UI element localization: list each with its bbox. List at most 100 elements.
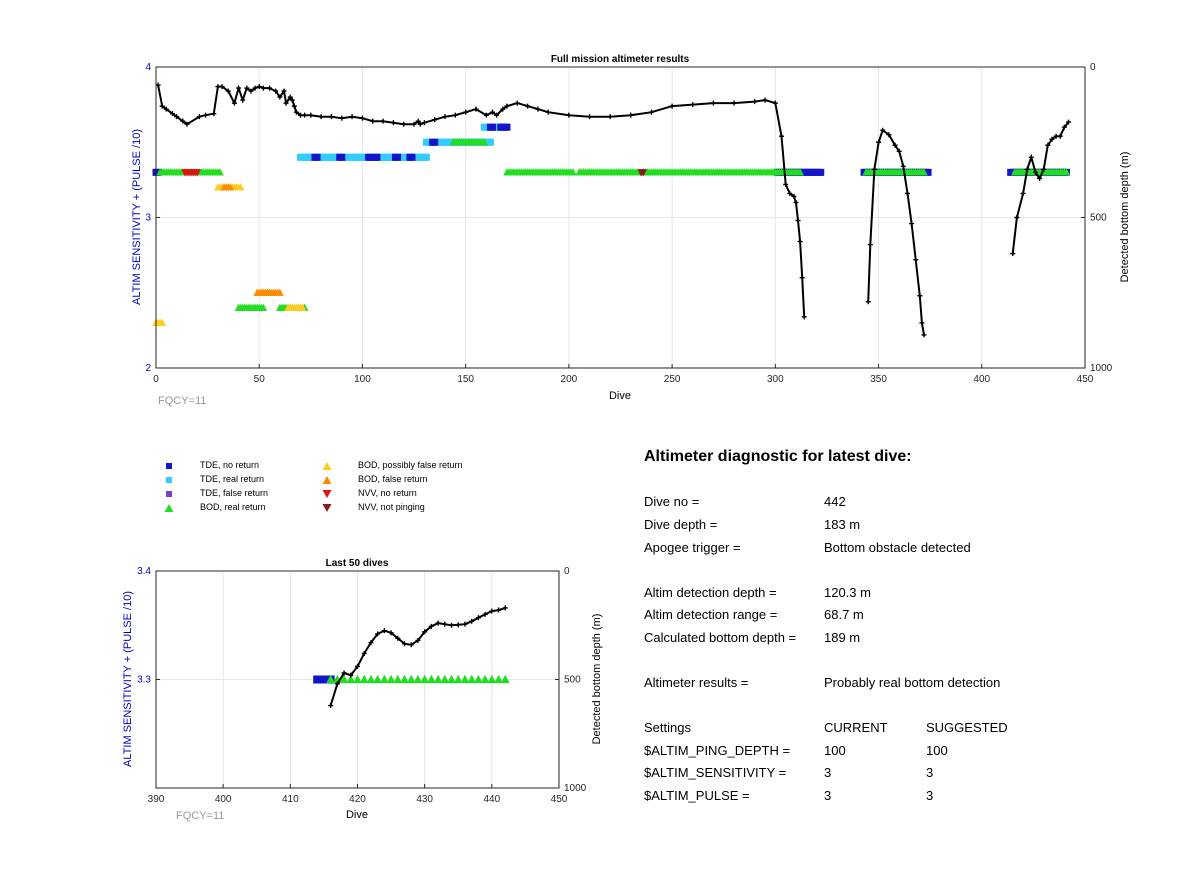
depth-point — [339, 115, 345, 121]
depth-point — [455, 622, 461, 628]
depth-point — [490, 109, 496, 115]
x-tick-label: 450 — [551, 794, 568, 805]
depth-point — [787, 190, 793, 196]
depth-point — [463, 109, 469, 115]
depth-point — [252, 85, 258, 91]
depth-point — [442, 621, 448, 627]
depth-point — [793, 199, 799, 205]
depth-point — [1065, 119, 1071, 125]
diag-value: 442 — [824, 494, 846, 509]
depth-point — [913, 257, 919, 263]
depth-point — [801, 314, 807, 320]
y-tick-label: 3.3 — [137, 675, 151, 686]
depth-point — [318, 114, 324, 120]
marker-triangle-up — [453, 674, 463, 684]
depth-point — [525, 103, 531, 109]
depth-point — [174, 114, 180, 120]
marker-triangle-up — [426, 674, 436, 684]
marker-triangle-up — [433, 674, 443, 684]
marker-triangle-up — [386, 674, 396, 684]
marker-triangle-up — [226, 183, 235, 191]
marker-triangle-up — [467, 674, 477, 684]
marker-triangle-up — [353, 674, 362, 684]
marker-triangle-up — [379, 674, 389, 684]
depth-point — [231, 100, 237, 106]
depth-point — [415, 118, 421, 124]
depth-point — [607, 114, 613, 120]
legend-label: TDE, real return — [200, 474, 265, 484]
legend-marker-bod-real-return — [164, 503, 174, 513]
depth-point — [886, 132, 892, 138]
depth-point — [1049, 136, 1055, 142]
depth-point — [415, 637, 421, 643]
marker-triangle-up — [346, 674, 356, 684]
legend-marker-bod-false-return — [322, 475, 332, 485]
legend-label: BOD, real return — [200, 502, 266, 512]
diag-value: 183 m — [824, 517, 861, 532]
y-tick-label: 4 — [145, 62, 151, 73]
marker-triangle-up — [480, 674, 490, 684]
depth-point — [909, 221, 915, 227]
x-tick-label: 410 — [282, 794, 299, 805]
marker-triangle-up — [359, 674, 369, 684]
marker-square — [394, 153, 402, 161]
chart-1-ylabel: ALTIM SENSITIVITY + (PULSE /10) — [131, 129, 143, 305]
depth-point — [422, 629, 428, 635]
legend-triangle-up — [322, 476, 332, 484]
y2-tick-label: 500 — [1090, 213, 1107, 224]
marker-triangle-up — [298, 303, 307, 311]
chart-1-y2label: Detected bottom depth (m) — [1119, 152, 1131, 283]
depth-point — [469, 618, 475, 624]
marker-square — [408, 153, 416, 161]
setting-label: $ALTIM_PULSE = — [644, 788, 750, 803]
legend-triangle-down — [322, 490, 332, 498]
depth-point — [302, 112, 308, 118]
marker-triangle-up — [796, 168, 804, 176]
chart-2-xlabel: Dive — [346, 809, 368, 821]
depth-point — [504, 103, 510, 109]
depth-point — [240, 97, 246, 103]
marker-triangle-up — [480, 138, 489, 146]
x-tick-label: 150 — [457, 374, 474, 385]
depth-point — [462, 621, 468, 627]
depth-point — [587, 114, 593, 120]
marker-triangle-up — [569, 168, 577, 176]
depth-point — [293, 109, 299, 115]
depth-point — [184, 121, 190, 127]
depth-point — [203, 112, 209, 118]
legend-square — [166, 491, 172, 497]
x-tick-label: 400 — [973, 374, 990, 385]
diag-label: Dive depth = — [644, 517, 718, 532]
diag-value: 120.3 m — [824, 585, 871, 600]
depth-point — [900, 163, 906, 169]
ticks-1: 0 50 100 150 200 250 300 350 400 450 2 3 4 0 500 1000 — [145, 62, 1112, 385]
diag-value: Bottom obstacle detected — [824, 540, 971, 555]
depth-point — [799, 275, 805, 281]
legend-marker-bod-possibly-false — [322, 461, 332, 471]
depth-point — [283, 100, 289, 106]
depth-point — [402, 641, 408, 647]
legend-marker-shape — [166, 491, 172, 497]
marker-triangle-up — [920, 168, 928, 176]
depth-point — [435, 620, 441, 626]
diag-label: Dive no = — [644, 494, 700, 509]
legend-square — [166, 463, 172, 469]
legend-marker-nvv-not-pinging — [322, 503, 332, 513]
marker-legend: TDE, no return TDE, real return TDE, fal… — [164, 460, 524, 520]
diag-value: Probably real bottom detection — [824, 675, 1001, 690]
depth-point — [1045, 142, 1051, 148]
depth-point — [428, 623, 434, 629]
x-tick-label: 50 — [254, 374, 266, 385]
depth-point — [921, 332, 927, 338]
depth-point — [411, 121, 417, 127]
depth-point — [1057, 133, 1063, 139]
depth-point — [375, 631, 381, 637]
bottom-depth-series-1 — [155, 82, 1071, 338]
marker-triangle-up — [440, 674, 450, 684]
depth-point — [867, 242, 873, 248]
x-tick-label: 200 — [561, 374, 578, 385]
depth-point — [473, 106, 479, 112]
legend-marker-shape — [322, 490, 332, 498]
marker-square — [313, 675, 322, 684]
depth-point — [1010, 251, 1016, 257]
